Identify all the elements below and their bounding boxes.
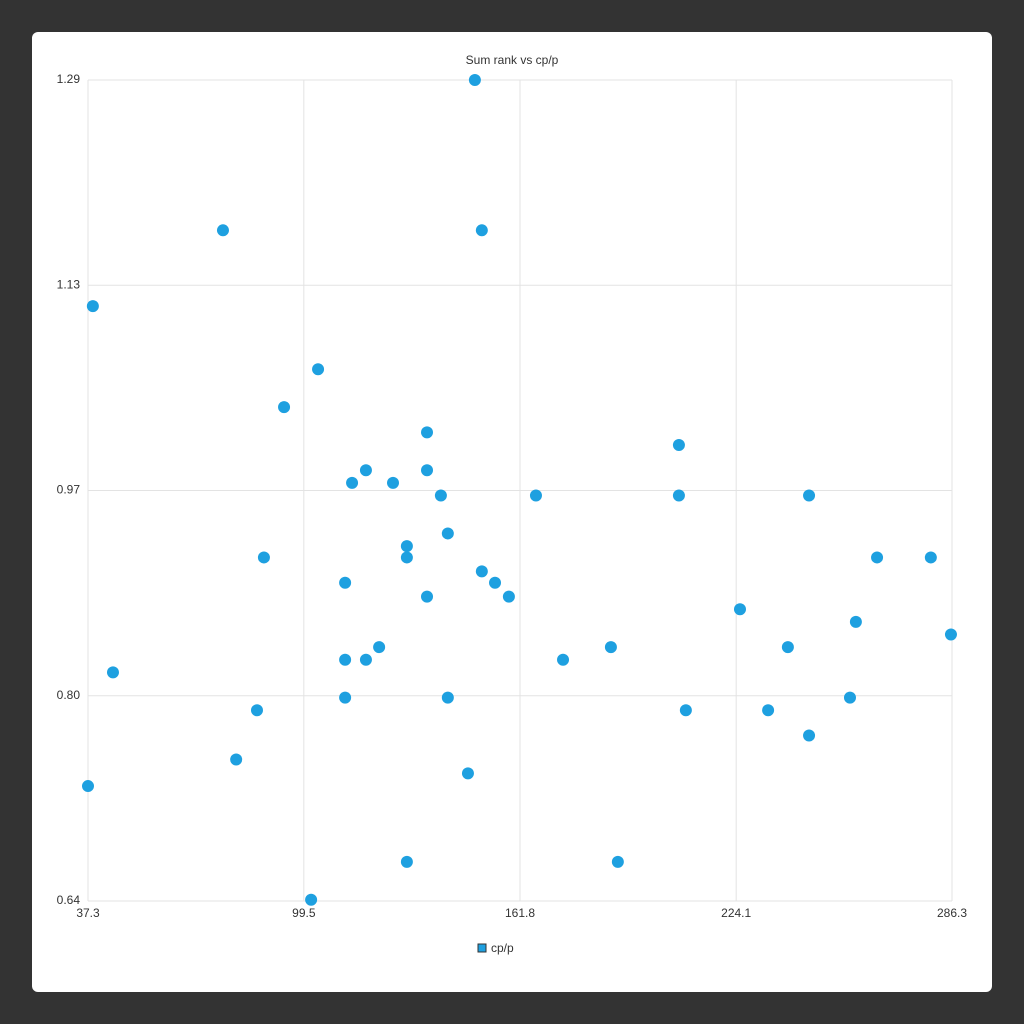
point xyxy=(529,489,542,502)
point xyxy=(106,666,119,679)
point xyxy=(359,653,372,666)
point xyxy=(421,426,434,439)
point xyxy=(611,855,624,868)
y-tick-label: 0.64 xyxy=(57,893,81,907)
x-tick-label: 224.1 xyxy=(721,906,751,920)
point xyxy=(604,641,617,654)
point xyxy=(924,551,937,564)
point xyxy=(803,489,816,502)
point xyxy=(339,653,352,666)
point xyxy=(278,401,291,414)
point xyxy=(400,551,413,564)
point xyxy=(421,590,434,603)
point xyxy=(434,489,447,502)
point xyxy=(86,300,99,313)
point xyxy=(339,576,352,589)
point xyxy=(359,464,372,477)
chart-title: Sum rank vs cp/p xyxy=(466,53,559,67)
point xyxy=(849,615,862,628)
point xyxy=(733,603,746,616)
card xyxy=(32,32,992,992)
point xyxy=(679,704,692,717)
point xyxy=(421,464,434,477)
point xyxy=(305,893,318,906)
y-tick-label: 1.13 xyxy=(57,277,81,291)
x-tick-label: 99.5 xyxy=(292,906,316,920)
point xyxy=(346,476,359,489)
point xyxy=(373,641,386,654)
y-tick-label: 0.97 xyxy=(57,483,81,497)
point xyxy=(82,780,94,793)
point xyxy=(781,641,794,654)
point xyxy=(475,224,488,237)
point xyxy=(489,576,502,589)
point xyxy=(400,855,413,868)
point xyxy=(475,565,488,578)
point xyxy=(461,767,474,780)
point xyxy=(557,653,570,666)
y-tick-label: 0.80 xyxy=(57,688,81,702)
x-tick-label: 37.3 xyxy=(76,906,100,920)
legend-label: cp/p xyxy=(491,941,514,955)
point xyxy=(944,628,957,641)
x-tick-label: 161.8 xyxy=(505,906,535,920)
point xyxy=(672,439,685,452)
point xyxy=(230,753,243,766)
point xyxy=(502,590,515,603)
point xyxy=(441,691,454,704)
point xyxy=(843,691,856,704)
point xyxy=(871,551,884,564)
point xyxy=(803,729,816,742)
point xyxy=(672,489,685,502)
point xyxy=(312,363,325,376)
point xyxy=(400,540,413,553)
point xyxy=(250,704,263,717)
point xyxy=(339,691,352,704)
point xyxy=(387,476,400,489)
point xyxy=(762,704,775,717)
legend-swatch xyxy=(477,943,487,953)
x-tick-label: 286.3 xyxy=(937,906,967,920)
y-tick-label: 1.29 xyxy=(57,72,81,86)
point xyxy=(441,527,454,540)
point xyxy=(216,224,229,237)
point xyxy=(257,551,270,564)
point xyxy=(468,74,481,86)
